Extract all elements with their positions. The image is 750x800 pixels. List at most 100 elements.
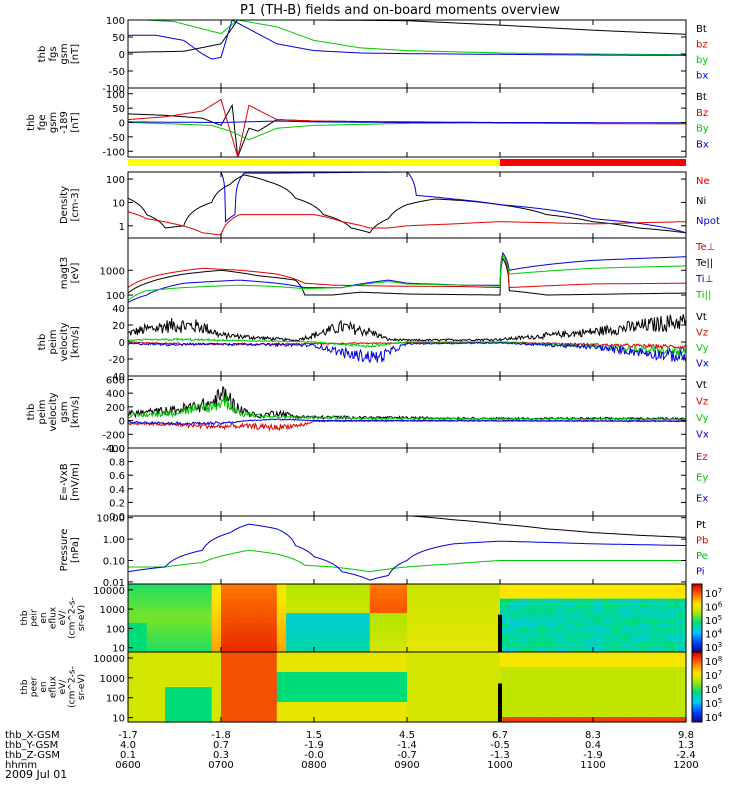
spectrogram-cell [453,667,464,673]
spectrogram-cell [239,652,250,658]
spectrogram-cell [462,613,473,619]
colorbar-segment [692,694,702,697]
spectrogram-cell [630,642,641,648]
spectrogram-cell [128,697,138,703]
spectrogram-cell [676,608,687,614]
spectrogram-cell [518,627,529,634]
spectrogram-cell [676,588,687,595]
spectrogram-cell [500,637,510,643]
spectrogram-cell [667,584,678,590]
spectrogram-cell [193,717,203,723]
series-line-ne [128,211,686,236]
spectrogram-cell [658,598,668,605]
spectrogram-cell [667,657,678,663]
spectrogram-cell [425,662,436,668]
spectrogram-cell [546,682,557,688]
spectrogram-cell [323,672,334,678]
colorbar-segment [692,668,702,672]
spectrogram-cell [676,702,687,708]
spectrogram-cell [165,603,176,609]
spectrogram-cell [351,598,362,605]
spectrogram-cell [202,618,213,624]
y-axis-label: thb [20,610,30,625]
spectrogram-cell [276,712,287,718]
spectrogram-cell [490,707,501,713]
spectrogram-cell [527,657,538,663]
spectrogram-cell [658,687,668,693]
spectrogram-cell [509,692,520,698]
spectrogram-cell [314,682,324,688]
spectrogram-cell [472,637,482,643]
spectrogram-cell [397,677,408,683]
y-tick-label: -400 [102,444,125,455]
spectrogram-cell [202,667,213,673]
spectrogram-cell [481,697,492,703]
spectrogram-cell [146,647,157,653]
spectrogram-cell [527,593,538,600]
spectrogram-cell [593,588,603,595]
spectrogram-cell [379,717,389,723]
spectrogram-cell [379,593,389,600]
spectrogram-cell [620,687,631,693]
spectrogram-cell [397,647,408,653]
spectrogram-cell [314,632,324,639]
spectrogram-cell [444,692,455,698]
spectrogram-cell [565,608,575,614]
spectrogram-cell [193,662,203,668]
spectrogram-cell [155,707,166,713]
spectrogram-cell [369,603,380,609]
spectrogram-cell [323,712,334,718]
spectrogram-cell [667,697,678,703]
spectrogram-cell [444,657,455,663]
spectrogram-cell [453,632,464,639]
spectrogram-cell [248,603,259,609]
spectrogram-cell [304,692,315,698]
spectrogram-cell [239,677,250,683]
spectrogram-cell [230,588,241,595]
mode-bar-segment [500,159,686,166]
spectrogram-cell [248,667,259,673]
spectrogram-cell [369,593,380,600]
spectrogram-cell [146,707,157,713]
spectrogram-cell [137,657,148,663]
series-line-vx [128,341,686,364]
colorbar-tick-label: 105 [705,614,722,627]
spectrogram-cell [193,647,203,653]
spectrogram-cell [276,717,287,723]
spectrogram-cell [648,603,659,609]
spectrogram-cell [248,707,259,713]
spectrogram-cell [518,647,529,653]
spectrogram-cell [676,667,687,673]
spectrogram-cell [630,662,641,668]
spectrogram-cell [388,584,399,590]
spectrogram-cell [537,677,548,683]
spectrogram-cell [555,632,566,639]
spectrogram-cell [239,682,250,688]
spectrogram-cell [555,598,566,605]
spectrogram-cell [211,712,222,718]
spectrogram-cell [193,637,203,643]
colorbar-tick-label: 106 [705,601,723,614]
spectrogram-cell [276,632,287,639]
spectrogram-cell [369,657,380,663]
spectrogram-cell [407,667,417,673]
spectrogram-cell [221,642,231,648]
spectrogram-cell [388,677,399,683]
spectrogram-cell [574,637,585,643]
legend-entry: Vy [696,343,709,354]
spectrogram-cell [128,687,138,693]
colorbar-segment [692,659,702,662]
spectrogram-cell [128,632,138,639]
spectrogram-cell [341,662,352,668]
y-axis-label: (cm^2-s- [68,597,78,639]
spectrogram-cell [360,603,371,609]
spectrogram-cell [128,682,138,688]
spectrogram-cell [323,613,334,619]
spectrogram-cell [295,593,306,600]
spectrogram-cell [295,622,306,629]
spectrogram-cell [174,647,185,653]
spectrogram-cell [425,682,436,688]
spectrogram-cell [276,593,287,600]
spectrogram-cell [676,598,687,605]
spectrogram-cell [593,657,603,663]
